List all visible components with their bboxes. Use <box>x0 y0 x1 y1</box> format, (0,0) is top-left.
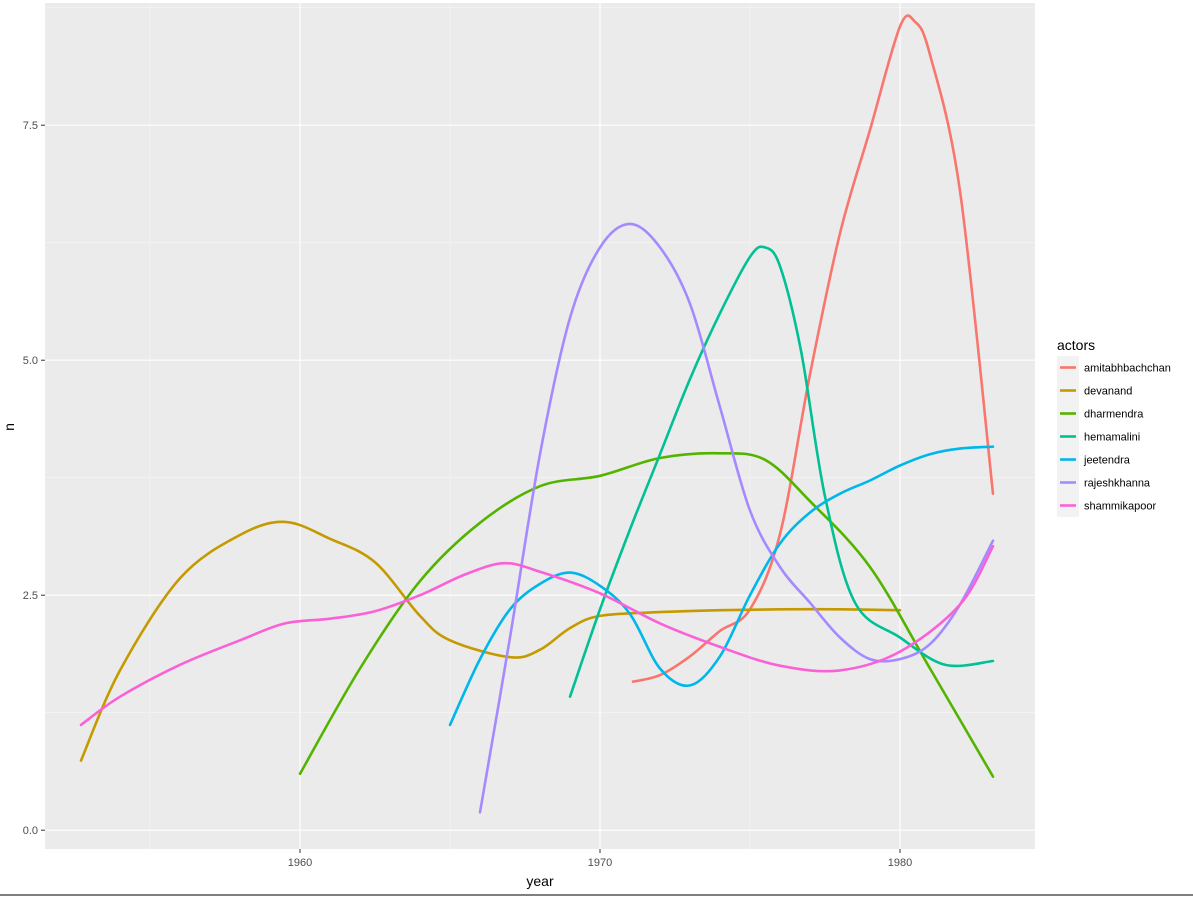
legend-label-jeetendra: jeetendra <box>1083 455 1131 467</box>
series-line-rajeshkhanna <box>478 222 995 814</box>
panel-background <box>45 3 1035 849</box>
legend-label-hemamalini: hemamalini <box>1084 432 1140 444</box>
y-tick-label: 2.5 <box>23 590 38 602</box>
y-axis-title: n <box>1 423 17 431</box>
y-axis-ticks: 0.0 2.5 5.0 7.5 <box>23 120 45 837</box>
x-tick-label: 1960 <box>288 857 312 869</box>
series-line-devanand <box>79 520 902 762</box>
series-lines <box>79 14 995 814</box>
x-tick-label: 1980 <box>888 857 912 869</box>
legend-label-shammikapoor: shammikapoor <box>1084 501 1156 513</box>
minor-gridlines <box>45 3 1035 849</box>
legend: actors amitabhbachchan devanand dharmendra… <box>1057 337 1171 517</box>
x-axis-title: year <box>526 873 554 889</box>
legend-label-amitabhbachchan: amitabhbachchan <box>1084 363 1171 375</box>
legend-items: amitabhbachchan devanand dharmendra hemamal… <box>1057 356 1171 517</box>
x-tick-label: 1970 <box>588 857 612 869</box>
series-line-hemamalini <box>568 245 995 698</box>
y-tick-label: 5.0 <box>23 355 38 367</box>
legend-label-rajeshkhanna: rajeshkhanna <box>1084 478 1151 490</box>
series-line-jeetendra <box>448 445 995 727</box>
y-tick-label: 0.0 <box>23 825 38 837</box>
legend-label-devanand: devanand <box>1084 386 1132 398</box>
x-axis-ticks: 1960 1970 1980 <box>288 849 912 869</box>
legend-label-dharmendra: dharmendra <box>1084 409 1144 421</box>
legend-title: actors <box>1057 337 1095 353</box>
series-line-amitabhbachchan <box>631 14 995 683</box>
series-line-shammikapoor <box>79 545 995 727</box>
y-tick-label: 7.5 <box>23 120 38 132</box>
